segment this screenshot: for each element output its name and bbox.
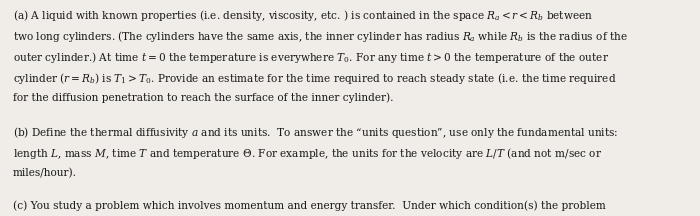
Text: length $L$, mass $M$, time $T$ and temperature $\Theta$. For example, the units : length $L$, mass $M$, time $T$ and tempe…: [13, 146, 602, 161]
Text: (c) You study a problem which involves momentum and energy transfer.  Under whic: (c) You study a problem which involves m…: [13, 201, 606, 211]
Text: two long cylinders. (The cylinders have the same axis, the inner cylinder has ra: two long cylinders. (The cylinders have …: [13, 29, 627, 44]
Text: for the diffusion penetration to reach the surface of the inner cylinder).: for the diffusion penetration to reach t…: [13, 92, 393, 103]
Text: cylinder ($r = R_b$) is $T_1 > T_0$. Provide an estimate for the time required t: cylinder ($r = R_b$) is $T_1 > T_0$. Pro…: [13, 71, 616, 86]
Text: outer cylinder.) At time $t = 0$ the temperature is everywhere $T_0$. For any ti: outer cylinder.) At time $t = 0$ the tem…: [13, 50, 609, 65]
Text: (b) Define the thermal diffusivity $a$ and its units.  To answer the “units ques: (b) Define the thermal diffusivity $a$ a…: [13, 125, 618, 140]
Text: miles/hour).: miles/hour).: [13, 168, 76, 178]
Text: (a) A liquid with known properties (i.e. density, viscosity, etc. ) is contained: (a) A liquid with known properties (i.e.…: [13, 8, 593, 22]
